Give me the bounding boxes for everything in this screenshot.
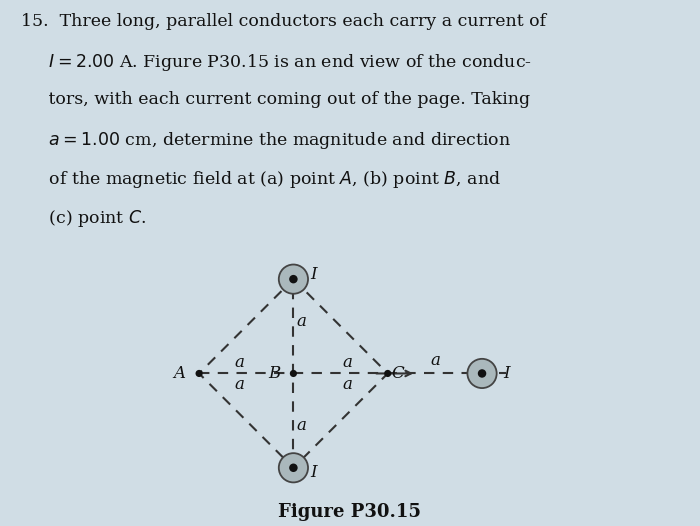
Circle shape bbox=[384, 370, 391, 377]
Text: (c) point $C$.: (c) point $C$. bbox=[21, 208, 146, 229]
Text: I: I bbox=[310, 464, 317, 481]
Text: a: a bbox=[234, 376, 244, 393]
Text: A: A bbox=[173, 365, 185, 382]
Circle shape bbox=[289, 463, 298, 472]
Text: Figure P30.15: Figure P30.15 bbox=[279, 503, 421, 521]
Text: a: a bbox=[342, 353, 352, 371]
Text: tors, with each current coming out of the page. Taking: tors, with each current coming out of th… bbox=[21, 91, 530, 108]
Text: $I = 2.00$ A. Figure P30.15 is an end view of the conduc-: $I = 2.00$ A. Figure P30.15 is an end vi… bbox=[21, 52, 532, 73]
Text: a: a bbox=[430, 352, 440, 369]
Text: a: a bbox=[234, 353, 244, 371]
Text: 15.  Three long, parallel conductors each carry a current of: 15. Three long, parallel conductors each… bbox=[21, 13, 546, 29]
Circle shape bbox=[478, 369, 486, 378]
Text: a: a bbox=[296, 417, 306, 434]
Text: of the magnetic field at (a) point $A$, (b) point $B$, and: of the magnetic field at (a) point $A$, … bbox=[21, 169, 500, 190]
Text: B: B bbox=[268, 365, 280, 382]
Text: C: C bbox=[391, 365, 404, 382]
Text: I: I bbox=[503, 365, 510, 382]
Text: I: I bbox=[310, 266, 317, 283]
Circle shape bbox=[290, 370, 297, 377]
Circle shape bbox=[279, 453, 308, 482]
Text: a: a bbox=[296, 313, 306, 330]
Text: a: a bbox=[342, 376, 352, 393]
Text: $a = 1.00$ cm, determine the magnitude and direction: $a = 1.00$ cm, determine the magnitude a… bbox=[21, 130, 510, 151]
Circle shape bbox=[279, 265, 308, 294]
Circle shape bbox=[468, 359, 497, 388]
Circle shape bbox=[289, 275, 298, 284]
Circle shape bbox=[195, 370, 203, 377]
